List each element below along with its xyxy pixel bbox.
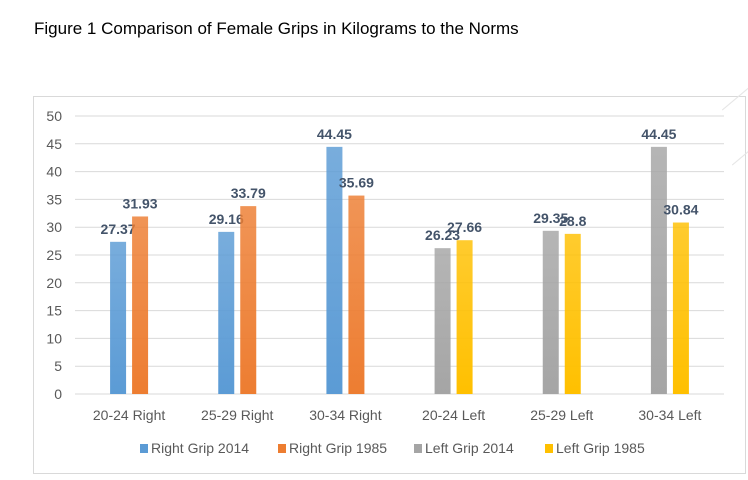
bar-right-grip-2014 xyxy=(110,241,127,394)
data-label: 31.93 xyxy=(123,195,158,211)
y-tick-label: 35 xyxy=(46,191,62,207)
bar-left-grip-1985 xyxy=(456,240,473,394)
legend-label: Left Grip 1985 xyxy=(556,440,645,456)
data-label: 29.16 xyxy=(209,211,244,227)
bar-left-grip-1985 xyxy=(672,222,689,394)
y-tick-label: 40 xyxy=(46,164,62,180)
bar-right-grip-1985 xyxy=(132,216,149,394)
y-tick-label: 45 xyxy=(46,136,62,152)
y-tick-label: 50 xyxy=(46,108,62,124)
data-label: 27.37 xyxy=(101,221,136,237)
bar-left-grip-2014 xyxy=(434,248,451,394)
x-tick-label: 30-34 Left xyxy=(638,407,701,423)
bar-left-grip-2014 xyxy=(542,230,559,394)
data-label: 26.23 xyxy=(425,227,460,243)
y-tick-label: 15 xyxy=(46,303,62,319)
data-label: 44.45 xyxy=(317,126,352,142)
data-label: 28.8 xyxy=(559,213,586,229)
figure-title: Figure 1 Comparison of Female Grips in K… xyxy=(34,19,519,38)
y-tick-label: 0 xyxy=(54,386,62,402)
legend-swatch xyxy=(278,444,286,453)
legend-swatch xyxy=(414,444,422,453)
data-label: 44.45 xyxy=(641,126,676,142)
bar-left-grip-1985 xyxy=(564,233,581,394)
bar-left-grip-2014 xyxy=(650,146,667,394)
data-label: 35.69 xyxy=(339,175,374,191)
x-tick-label: 30-34 Right xyxy=(309,407,381,423)
legend-label: Right Grip 1985 xyxy=(289,440,387,456)
y-tick-label: 25 xyxy=(46,247,62,263)
x-tick-label: 20-24 Left xyxy=(422,407,485,423)
legend-swatch xyxy=(545,444,553,453)
legend-swatch xyxy=(140,444,148,453)
data-label: 30.84 xyxy=(663,202,698,218)
bar-right-grip-2014 xyxy=(326,146,343,394)
y-tick-label: 10 xyxy=(46,330,62,346)
x-tick-label: 20-24 Right xyxy=(93,407,165,423)
bar-right-grip-2014 xyxy=(218,231,235,394)
data-label: 29.35 xyxy=(533,210,568,226)
legend-label: Right Grip 2014 xyxy=(151,440,249,456)
y-tick-label: 30 xyxy=(46,219,62,235)
x-tick-label: 25-29 Right xyxy=(201,407,273,423)
x-tick-label: 25-29 Left xyxy=(530,407,593,423)
bar-right-grip-1985 xyxy=(348,195,365,394)
data-label: 27.66 xyxy=(447,219,482,235)
y-tick-label: 20 xyxy=(46,275,62,291)
y-tick-label: 5 xyxy=(54,358,62,374)
legend-label: Left Grip 2014 xyxy=(425,440,514,456)
chart-frame xyxy=(33,96,746,474)
bar-right-grip-1985 xyxy=(240,206,257,394)
data-label: 33.79 xyxy=(231,185,266,201)
